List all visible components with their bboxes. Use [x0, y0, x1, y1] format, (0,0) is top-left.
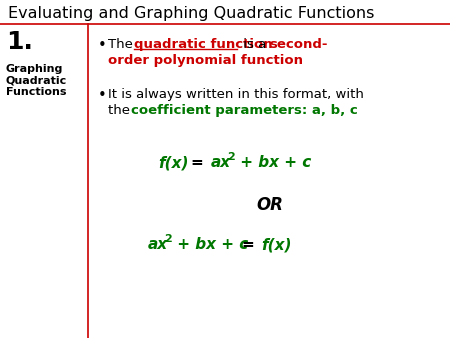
- Text: second-: second-: [269, 38, 328, 51]
- Text: Evaluating and Graphing Quadratic Functions: Evaluating and Graphing Quadratic Functi…: [8, 6, 374, 21]
- Text: the: the: [108, 104, 134, 117]
- Text: order polynomial function: order polynomial function: [108, 54, 303, 67]
- Text: f(x): f(x): [158, 155, 189, 170]
- Text: + bx + c: + bx + c: [172, 237, 248, 252]
- Text: 2: 2: [227, 152, 235, 162]
- Text: + bx + c: + bx + c: [235, 155, 311, 170]
- Text: Graphing
Quadratic
Functions: Graphing Quadratic Functions: [6, 64, 67, 97]
- Text: OR: OR: [256, 196, 284, 214]
- Text: quadratic function: quadratic function: [134, 38, 273, 51]
- Text: is a: is a: [239, 38, 270, 51]
- Text: 2: 2: [164, 234, 172, 244]
- Text: It is always written in this format, with: It is always written in this format, wit…: [108, 88, 364, 101]
- Text: The: The: [108, 38, 137, 51]
- Text: ax: ax: [211, 155, 231, 170]
- Text: f(x): f(x): [261, 237, 292, 252]
- Text: coefficient parameters: a, b, c: coefficient parameters: a, b, c: [131, 104, 358, 117]
- Text: =: =: [191, 155, 209, 170]
- Text: •: •: [98, 38, 107, 53]
- Text: =: =: [242, 237, 260, 252]
- Text: •: •: [98, 88, 107, 103]
- Text: ax: ax: [148, 237, 168, 252]
- Text: 1.: 1.: [6, 30, 33, 54]
